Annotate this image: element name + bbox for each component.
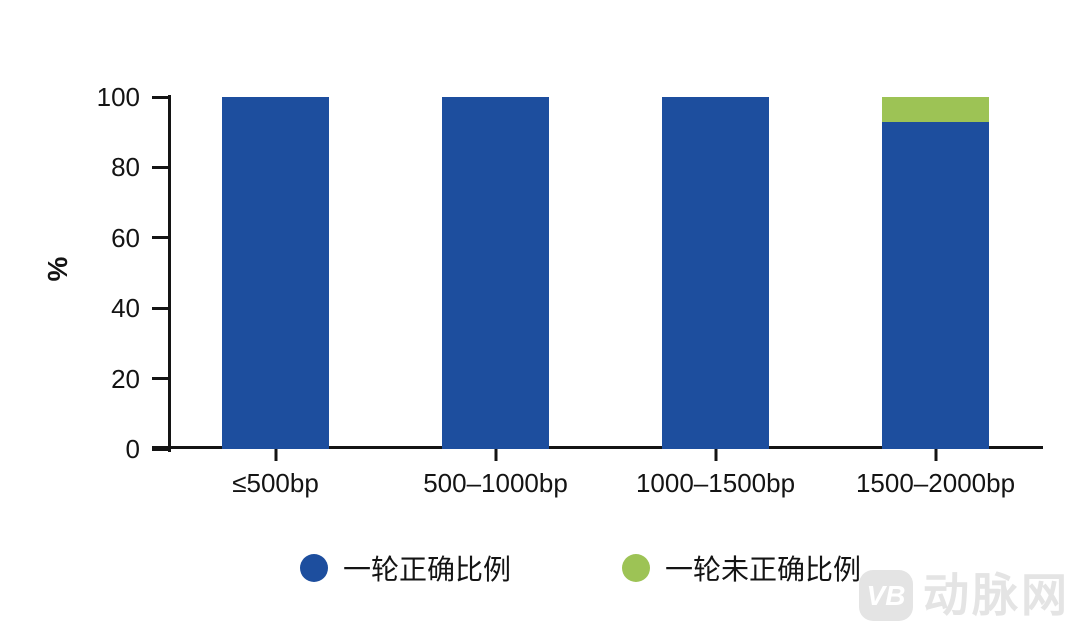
bar-segment bbox=[882, 121, 989, 449]
bar-segment bbox=[442, 97, 549, 449]
legend-item-incorrect: 一轮未正确比例 bbox=[622, 548, 861, 588]
y-axis-title: % bbox=[42, 256, 73, 282]
x-tick-mark bbox=[934, 449, 937, 461]
y-tick-mark bbox=[152, 236, 168, 240]
plot-area: 0 20 40 60 80 100 ≤500bp 500–1000bp 1000–1500bp… bbox=[97, 84, 1043, 498]
watermark: VB 动脉网 bbox=[859, 570, 1070, 621]
bar-segment bbox=[882, 97, 989, 122]
legend-label-incorrect: 一轮未正确比例 bbox=[665, 554, 862, 585]
legend-swatch-blue-icon bbox=[300, 554, 328, 582]
x-category-label: 1000–1500bp bbox=[635, 468, 796, 498]
x-axis-line bbox=[152, 446, 1043, 449]
y-tick-mark bbox=[152, 447, 168, 451]
y-tick-label: 60 bbox=[111, 222, 140, 253]
bar-segment bbox=[662, 97, 769, 449]
legend-label-correct: 一轮正确比例 bbox=[343, 554, 512, 585]
y-tick-label: 0 bbox=[125, 434, 140, 464]
x-tick-mark bbox=[274, 449, 277, 461]
x-tick-mark bbox=[494, 449, 497, 461]
y-tick-mark bbox=[152, 95, 168, 99]
x-category-label: ≤500bp bbox=[232, 468, 319, 498]
watermark-brand-text: 动脉网 bbox=[923, 569, 1070, 621]
y-tick-mark bbox=[152, 165, 168, 169]
bar-segment bbox=[222, 97, 329, 449]
vb-logo-icon: VB bbox=[859, 570, 913, 621]
y-tick-label: 80 bbox=[111, 152, 140, 183]
y-tick-label: 20 bbox=[111, 363, 140, 394]
y-tick-mark bbox=[152, 306, 168, 310]
y-axis-line bbox=[168, 95, 171, 452]
y-tick-label: 100 bbox=[96, 82, 140, 112]
y-tick-label: 40 bbox=[111, 293, 140, 324]
x-category-label: 1500–2000bp bbox=[855, 468, 1016, 498]
x-category-label: 500–1000bp bbox=[423, 468, 568, 498]
legend-swatch-green-icon bbox=[622, 554, 650, 582]
y-tick-mark bbox=[152, 377, 168, 381]
legend-item-correct: 一轮正确比例 bbox=[300, 548, 511, 588]
x-tick-mark bbox=[714, 449, 717, 461]
legend: 一轮正确比例 一轮未正确比例 bbox=[0, 548, 1080, 588]
